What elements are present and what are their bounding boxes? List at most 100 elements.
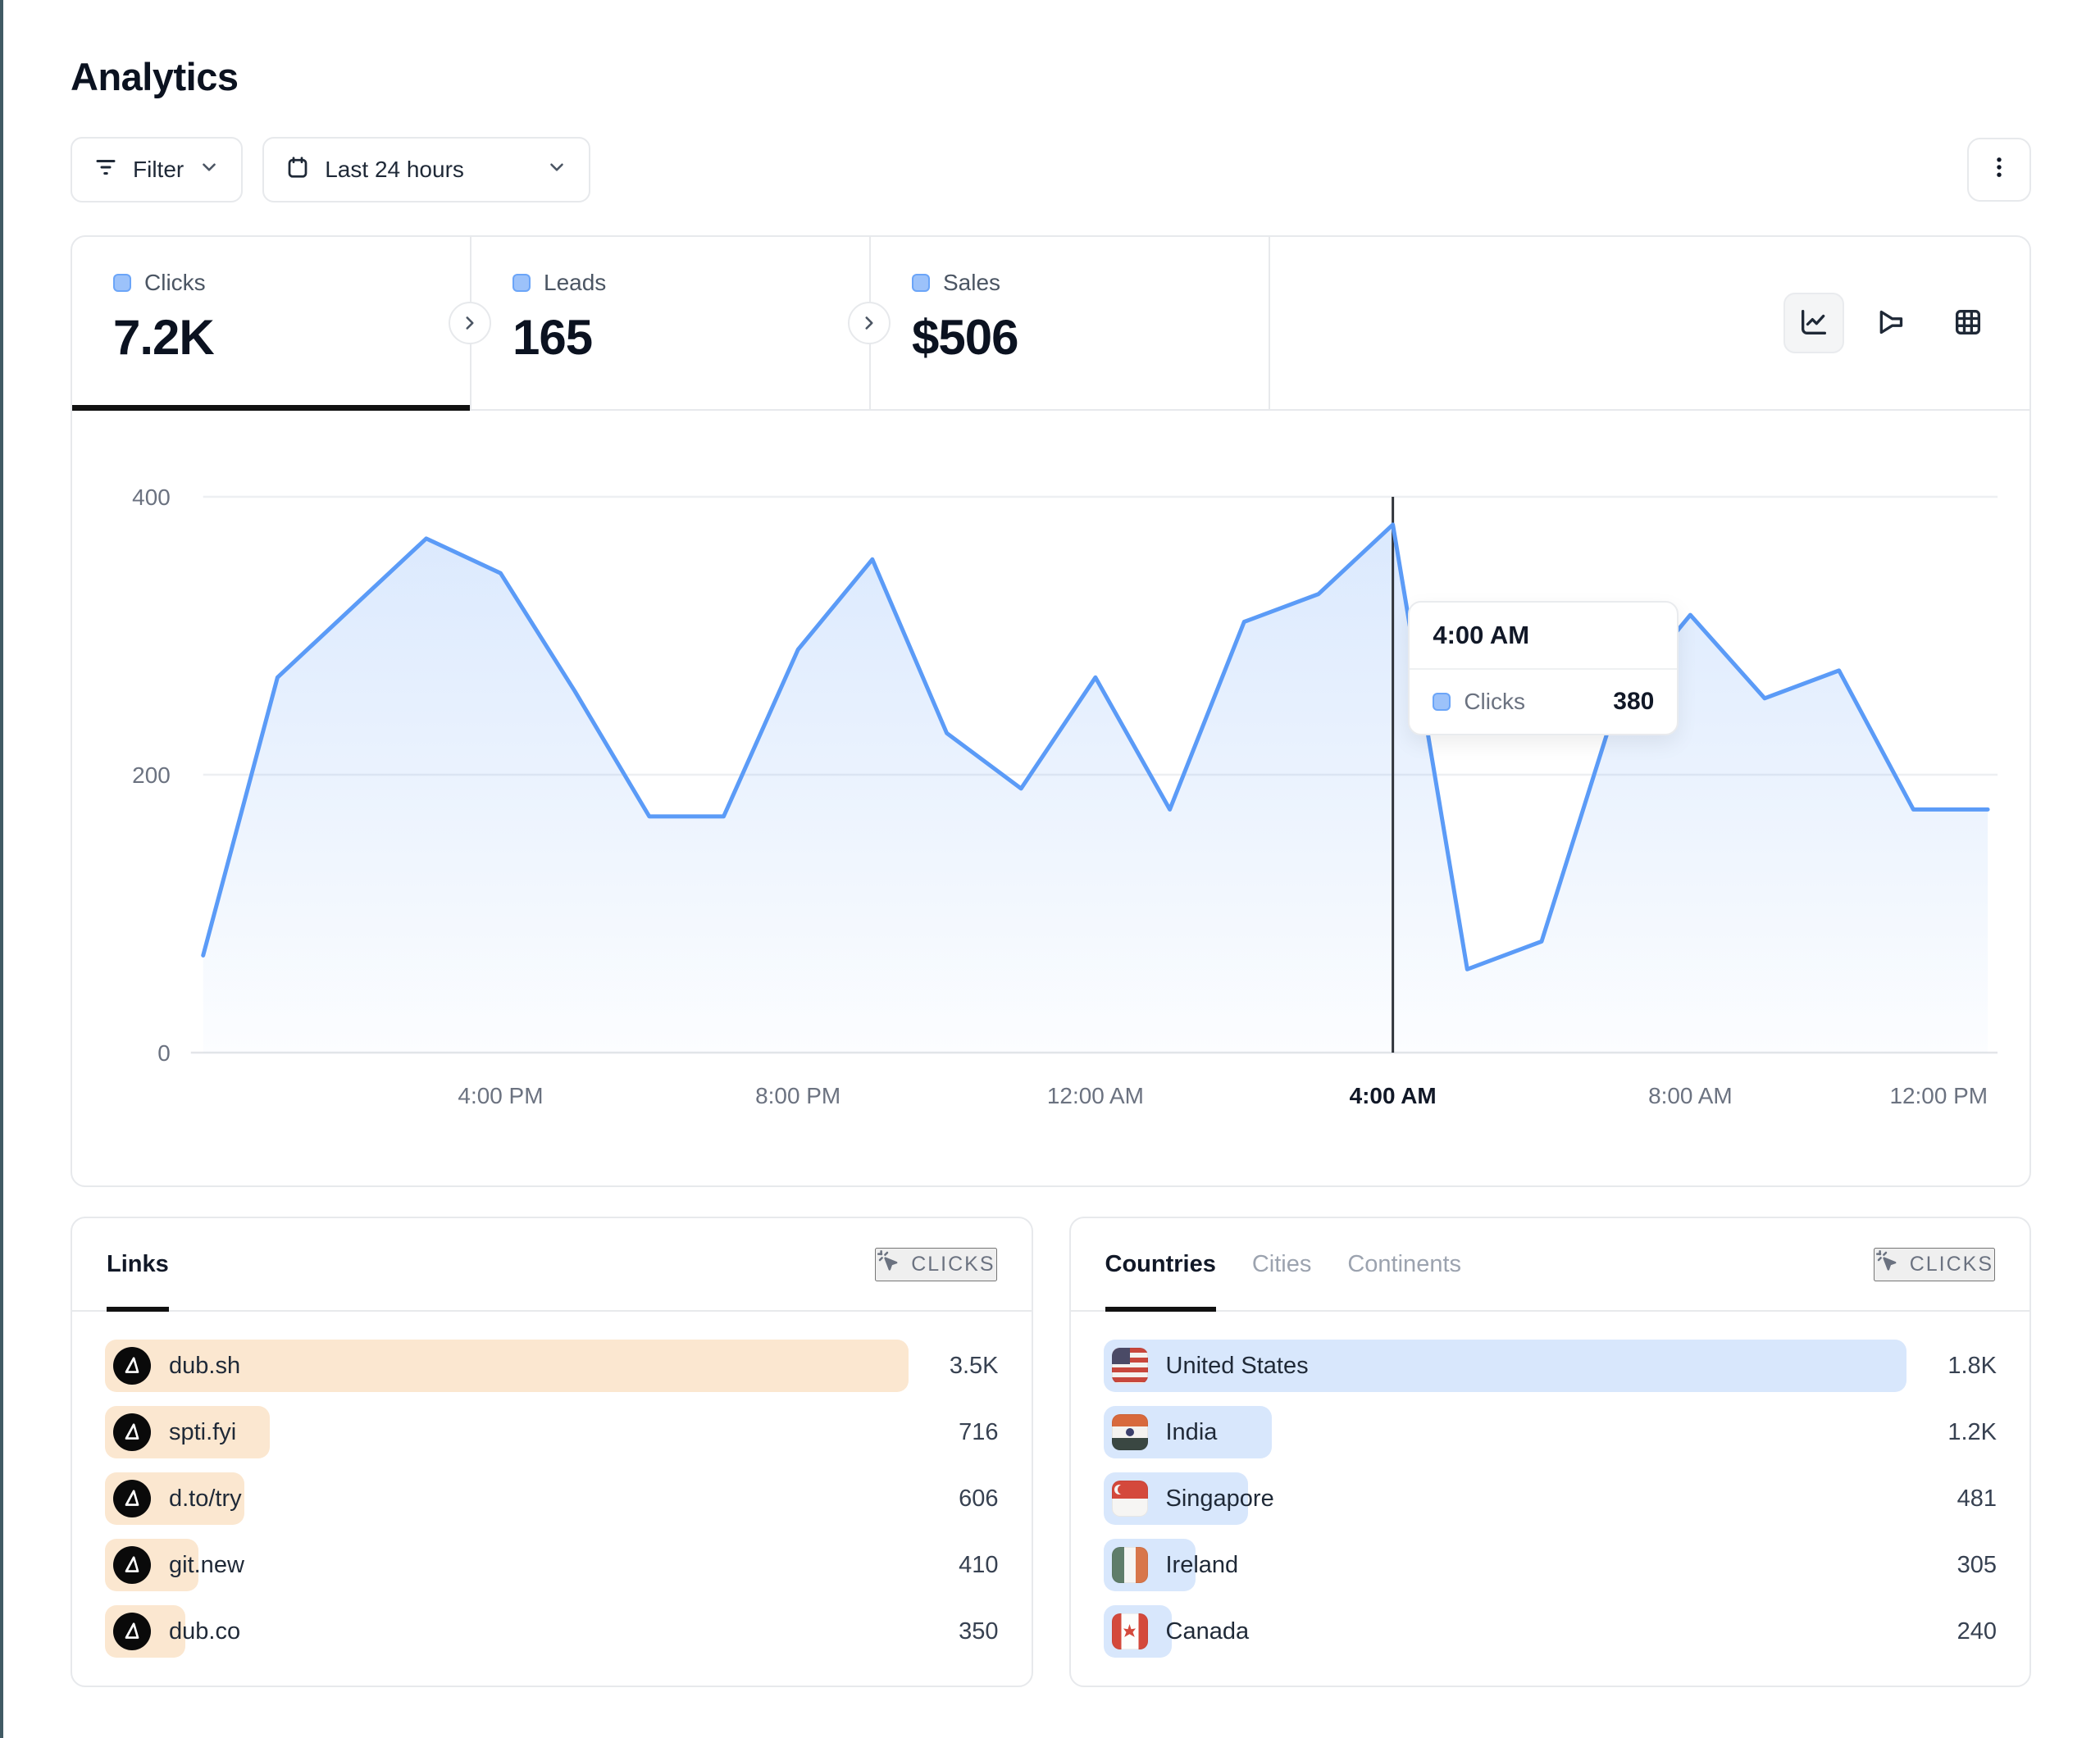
analytics-page: Analytics Filter Last 24 hours xyxy=(0,0,2100,1687)
bar-content: Canada xyxy=(1111,1605,1249,1658)
funnel-chart-icon xyxy=(1875,306,1907,341)
link-row-git-new[interactable]: git.new 410 xyxy=(105,1539,999,1591)
y-axis-tick-label: 200 xyxy=(132,762,171,788)
row-label: United States xyxy=(1165,1352,1309,1379)
stat-value: $506 xyxy=(912,310,1018,365)
row-value: 716 xyxy=(959,1418,999,1445)
row-label: dub.sh xyxy=(169,1352,241,1379)
clicks-area-chart[interactable]: 0 200 400 4:00 PM 8:00 PM 12:00 AM 4:00 AM 8:00… xyxy=(72,411,2029,1185)
cursor-click-icon xyxy=(877,1249,901,1280)
country-row-ireland[interactable]: Ireland 305 xyxy=(1103,1539,1997,1591)
tooltip-series-value: 380 xyxy=(1613,688,1655,715)
more-options-button[interactable] xyxy=(1967,138,2031,202)
clicks-chart-area[interactable]: 0 200 400 4:00 PM 8:00 PM 12:00 AM 4:00 AM 8:00… xyxy=(72,411,2029,1185)
bar-area: spti.fyi xyxy=(105,1406,909,1458)
dub-link-favicon xyxy=(113,1613,151,1650)
row-label: dub.co xyxy=(169,1617,241,1645)
x-axis-tick-label: 4:00 PM xyxy=(458,1083,543,1108)
kebab-menu-icon xyxy=(1985,153,2013,187)
ie-flag-icon xyxy=(1111,1547,1148,1583)
chevron-down-icon xyxy=(546,157,567,184)
country-row-singapore[interactable]: Singapore 481 xyxy=(1103,1472,1997,1525)
tooltip-time: 4:00 AM xyxy=(1410,603,1678,670)
row-label: India xyxy=(1165,1418,1218,1445)
table-grid-view-button[interactable] xyxy=(1938,293,1998,353)
links-tab-links[interactable]: Links xyxy=(107,1218,169,1312)
breakdown-panels: Links CLICKS dub.sh 3.5K spti.fyi 716 d.to/t… xyxy=(71,1217,2031,1687)
in-flag-icon xyxy=(1111,1414,1148,1450)
series-swatch-icon xyxy=(912,274,930,292)
country-row-canada[interactable]: Canada 240 xyxy=(1103,1605,1997,1658)
link-row-dub-co[interactable]: dub.co 350 xyxy=(105,1605,999,1658)
dub-link-favicon xyxy=(113,1347,151,1385)
row-value: 305 xyxy=(1957,1551,1997,1578)
stat-tab-clicks[interactable]: Clicks 7.2K xyxy=(72,237,491,411)
view-switcher xyxy=(1783,293,1998,353)
geo-metric-button[interactable]: CLICKS xyxy=(1873,1247,1995,1281)
x-axis-tick-label: 4:00 AM xyxy=(1350,1083,1437,1108)
link-row-spti-fyi[interactable]: spti.fyi 716 xyxy=(105,1406,999,1458)
row-value: 481 xyxy=(1957,1485,1997,1512)
filter-lines-icon xyxy=(93,155,118,185)
funnel-chart-view-button[interactable] xyxy=(1861,293,1921,353)
link-row-dub-sh[interactable]: dub.sh 3.5K xyxy=(105,1340,999,1392)
row-label: d.to/try xyxy=(169,1485,242,1512)
geo-rows: United States 1.8K India 1.2K Singapore 481 Ir… xyxy=(1071,1312,2030,1663)
bar-content: United States xyxy=(1111,1340,1309,1392)
bar-area: dub.co xyxy=(105,1605,909,1658)
links-panel: Links CLICKS dub.sh 3.5K spti.fyi 716 d.to/t… xyxy=(71,1217,1033,1687)
us-flag-icon xyxy=(1111,1348,1148,1384)
bar-content: India xyxy=(1111,1406,1218,1458)
dub-link-favicon xyxy=(113,1480,151,1517)
links-rows: dub.sh 3.5K spti.fyi 716 d.to/try 606 git.new 4… xyxy=(72,1312,1032,1663)
bar-area: d.to/try xyxy=(105,1472,909,1525)
dub-link-favicon xyxy=(113,1413,151,1451)
table-grid-icon xyxy=(1952,306,1984,341)
geo-tab-countries[interactable]: Countries xyxy=(1105,1218,1217,1312)
chart-tooltip: 4:00 AM Clicks 380 xyxy=(1408,601,1679,735)
bar-area: Singapore xyxy=(1103,1472,1907,1525)
country-row-india[interactable]: India 1.2K xyxy=(1103,1406,1997,1458)
sg-flag-icon xyxy=(1111,1481,1148,1517)
bar-fill xyxy=(1103,1340,1906,1392)
bar-area: United States xyxy=(1103,1340,1906,1392)
bar-content: dub.co xyxy=(113,1605,240,1658)
bar-area: India xyxy=(1103,1406,1907,1458)
chevron-down-icon xyxy=(198,157,220,184)
row-value: 1.8K xyxy=(1947,1352,1997,1379)
cursor-click-icon xyxy=(1875,1249,1900,1280)
stat-divider-chevron-button[interactable] xyxy=(449,302,491,344)
calendar-icon xyxy=(285,155,310,185)
page-title: Analytics xyxy=(71,55,239,98)
bar-content: Ireland xyxy=(1111,1539,1238,1591)
x-axis-tick-label: 12:00 AM xyxy=(1047,1083,1144,1108)
series-swatch-icon xyxy=(512,274,531,292)
bar-area: Canada xyxy=(1103,1605,1907,1658)
bar-content: d.to/try xyxy=(113,1472,242,1525)
stat-divider-chevron-button[interactable] xyxy=(848,302,891,344)
bar-area: dub.sh xyxy=(105,1340,909,1392)
stat-value: 165 xyxy=(512,310,593,365)
toolbar: Filter Last 24 hours xyxy=(71,137,2031,202)
row-value: 606 xyxy=(959,1485,999,1512)
tooltip-series-label: Clicks xyxy=(1464,689,1525,714)
ca-flag-icon xyxy=(1111,1613,1148,1649)
x-axis-tick-label: 8:00 PM xyxy=(755,1083,840,1108)
geo-tab-cities[interactable]: Cities xyxy=(1251,1250,1312,1277)
links-metric-button[interactable]: CLICKS xyxy=(875,1247,997,1281)
filter-button[interactable]: Filter xyxy=(71,137,244,202)
y-axis-tick-label: 0 xyxy=(157,1040,171,1066)
link-row-d-to-try[interactable]: d.to/try 606 xyxy=(105,1472,999,1525)
geo-panel: Countries Cities Continents CLICKS United … xyxy=(1068,1217,2031,1687)
geo-tab-continents[interactable]: Continents xyxy=(1347,1250,1462,1277)
bar-content: Singapore xyxy=(1111,1472,1274,1525)
date-range-button[interactable]: Last 24 hours xyxy=(262,137,591,202)
bar-area: Ireland xyxy=(1103,1539,1907,1591)
clicks-line-series xyxy=(201,522,1990,971)
line-chart-view-button[interactable] xyxy=(1783,293,1844,353)
stat-tab-leads[interactable]: Leads 165 xyxy=(471,237,891,409)
stat-tab-sales[interactable]: Sales $506 xyxy=(871,237,1270,409)
date-range-label: Last 24 hours xyxy=(325,157,464,182)
country-row-united-states[interactable]: United States 1.8K xyxy=(1103,1340,1997,1392)
row-label: spti.fyi xyxy=(169,1418,237,1445)
